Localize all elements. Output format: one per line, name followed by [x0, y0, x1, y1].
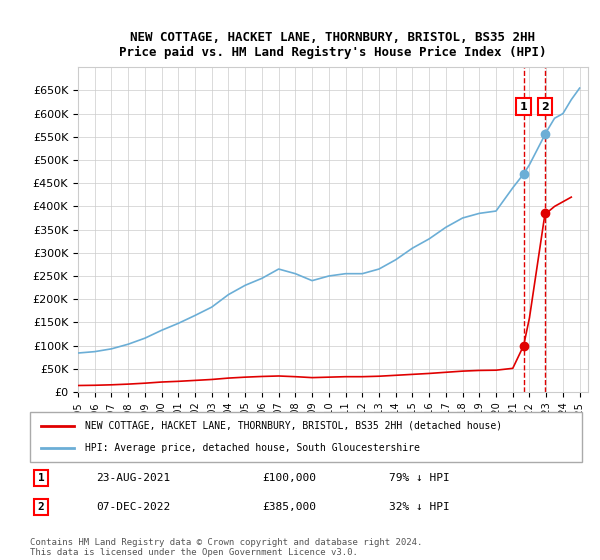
- Text: £385,000: £385,000: [262, 502, 316, 512]
- Text: 2: 2: [541, 102, 549, 111]
- Text: NEW COTTAGE, HACKET LANE, THORNBURY, BRISTOL, BS35 2HH (detached house): NEW COTTAGE, HACKET LANE, THORNBURY, BRI…: [85, 421, 502, 431]
- Text: 23-AUG-2021: 23-AUG-2021: [96, 473, 170, 483]
- Text: 1: 1: [38, 473, 44, 483]
- Text: Contains HM Land Registry data © Crown copyright and database right 2024.
This d: Contains HM Land Registry data © Crown c…: [30, 538, 422, 557]
- Text: 32% ↓ HPI: 32% ↓ HPI: [389, 502, 449, 512]
- Title: NEW COTTAGE, HACKET LANE, THORNBURY, BRISTOL, BS35 2HH
Price paid vs. HM Land Re: NEW COTTAGE, HACKET LANE, THORNBURY, BRI…: [119, 31, 547, 59]
- Text: 07-DEC-2022: 07-DEC-2022: [96, 502, 170, 512]
- Text: HPI: Average price, detached house, South Gloucestershire: HPI: Average price, detached house, Sout…: [85, 443, 420, 453]
- Text: £100,000: £100,000: [262, 473, 316, 483]
- Text: 2: 2: [38, 502, 44, 512]
- FancyBboxPatch shape: [30, 412, 582, 462]
- Text: 79% ↓ HPI: 79% ↓ HPI: [389, 473, 449, 483]
- Text: 1: 1: [520, 102, 527, 111]
